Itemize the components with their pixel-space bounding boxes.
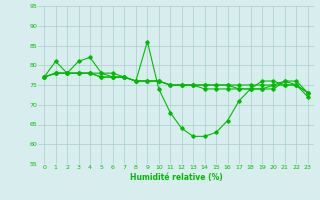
X-axis label: Humidité relative (%): Humidité relative (%) bbox=[130, 173, 222, 182]
